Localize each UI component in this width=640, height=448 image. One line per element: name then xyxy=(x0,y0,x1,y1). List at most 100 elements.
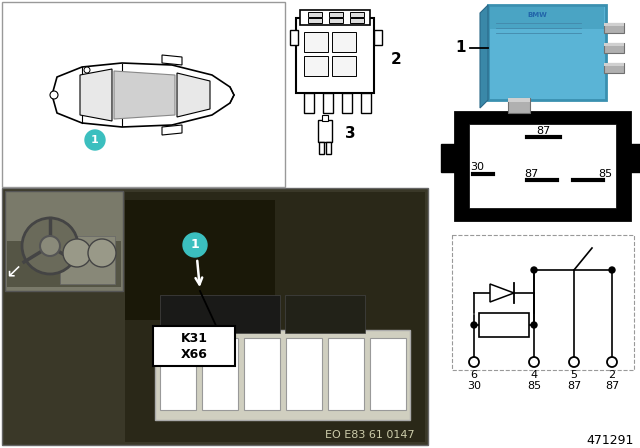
Text: 4: 4 xyxy=(531,370,538,380)
Text: 30: 30 xyxy=(470,162,484,172)
Polygon shape xyxy=(114,71,175,119)
Text: 30: 30 xyxy=(467,381,481,391)
Bar xyxy=(323,93,333,113)
Circle shape xyxy=(85,130,105,150)
Circle shape xyxy=(63,239,91,267)
Circle shape xyxy=(84,67,90,73)
Text: 5: 5 xyxy=(570,370,577,380)
Bar xyxy=(329,12,343,17)
Bar xyxy=(2,2,285,187)
Bar xyxy=(350,18,364,23)
Bar xyxy=(628,144,640,172)
Text: 1: 1 xyxy=(91,135,99,145)
Bar xyxy=(455,112,630,220)
Text: X66: X66 xyxy=(180,348,207,361)
Bar xyxy=(490,7,604,29)
Bar xyxy=(308,18,322,23)
Circle shape xyxy=(531,322,537,328)
Circle shape xyxy=(88,239,116,267)
Bar xyxy=(329,18,343,23)
Bar xyxy=(285,295,365,333)
Bar xyxy=(441,144,457,172)
Circle shape xyxy=(40,236,60,256)
Polygon shape xyxy=(162,55,182,65)
Text: 87: 87 xyxy=(524,169,538,179)
Bar xyxy=(479,313,529,337)
Bar xyxy=(332,56,356,76)
Bar xyxy=(304,56,328,76)
Bar xyxy=(469,124,616,208)
Polygon shape xyxy=(177,73,210,117)
Polygon shape xyxy=(80,69,112,121)
Text: 1: 1 xyxy=(191,238,200,251)
Bar xyxy=(290,30,298,45)
Text: K31: K31 xyxy=(180,332,207,345)
Bar xyxy=(604,63,624,66)
Text: 2: 2 xyxy=(390,52,401,68)
Text: 6: 6 xyxy=(470,370,477,380)
Bar xyxy=(160,338,196,410)
Circle shape xyxy=(607,357,617,367)
Text: 87: 87 xyxy=(567,381,581,391)
Bar xyxy=(328,338,364,410)
Circle shape xyxy=(609,267,615,273)
Text: 1: 1 xyxy=(456,40,467,56)
Bar xyxy=(296,18,374,93)
Bar xyxy=(202,338,238,410)
Polygon shape xyxy=(162,125,182,135)
Bar xyxy=(322,115,328,121)
Bar xyxy=(508,98,530,102)
Polygon shape xyxy=(480,5,488,108)
Bar xyxy=(155,330,410,420)
Bar xyxy=(304,32,328,52)
Bar xyxy=(350,12,364,17)
Bar xyxy=(125,200,275,320)
Bar xyxy=(5,191,123,291)
Bar xyxy=(304,93,314,113)
Bar xyxy=(2,188,428,445)
Bar xyxy=(374,30,382,45)
Bar xyxy=(488,5,606,100)
Bar xyxy=(604,63,624,73)
Circle shape xyxy=(183,233,207,257)
Text: 471291: 471291 xyxy=(586,434,634,447)
Text: ↙: ↙ xyxy=(5,262,21,280)
Bar xyxy=(153,326,235,366)
Polygon shape xyxy=(490,284,514,302)
Polygon shape xyxy=(52,63,234,127)
Text: 87: 87 xyxy=(605,381,619,391)
Text: EO E83 61 0147: EO E83 61 0147 xyxy=(325,430,415,440)
Circle shape xyxy=(569,357,579,367)
Text: 85: 85 xyxy=(598,169,612,179)
Bar xyxy=(452,235,634,370)
Bar xyxy=(319,142,324,154)
Text: 2: 2 xyxy=(609,370,616,380)
Bar xyxy=(125,192,425,442)
Bar xyxy=(370,338,406,410)
Bar xyxy=(508,98,530,113)
Text: 85: 85 xyxy=(527,381,541,391)
Circle shape xyxy=(469,357,479,367)
Circle shape xyxy=(471,322,477,328)
Bar xyxy=(318,120,332,142)
Bar xyxy=(308,12,322,17)
Bar xyxy=(160,295,280,333)
Bar xyxy=(286,338,322,410)
Bar xyxy=(332,32,356,52)
Bar xyxy=(60,236,115,284)
Bar xyxy=(342,93,352,113)
Circle shape xyxy=(531,267,537,273)
Bar xyxy=(604,23,624,33)
Text: BMW: BMW xyxy=(527,12,547,18)
Circle shape xyxy=(22,218,78,274)
Bar xyxy=(326,142,331,154)
Circle shape xyxy=(529,357,539,367)
Bar xyxy=(604,43,624,46)
Bar xyxy=(361,93,371,113)
Bar xyxy=(244,338,280,410)
Bar xyxy=(7,241,121,287)
Bar xyxy=(604,23,624,26)
Bar xyxy=(300,10,370,25)
Circle shape xyxy=(50,91,58,99)
Text: 3: 3 xyxy=(345,126,355,142)
